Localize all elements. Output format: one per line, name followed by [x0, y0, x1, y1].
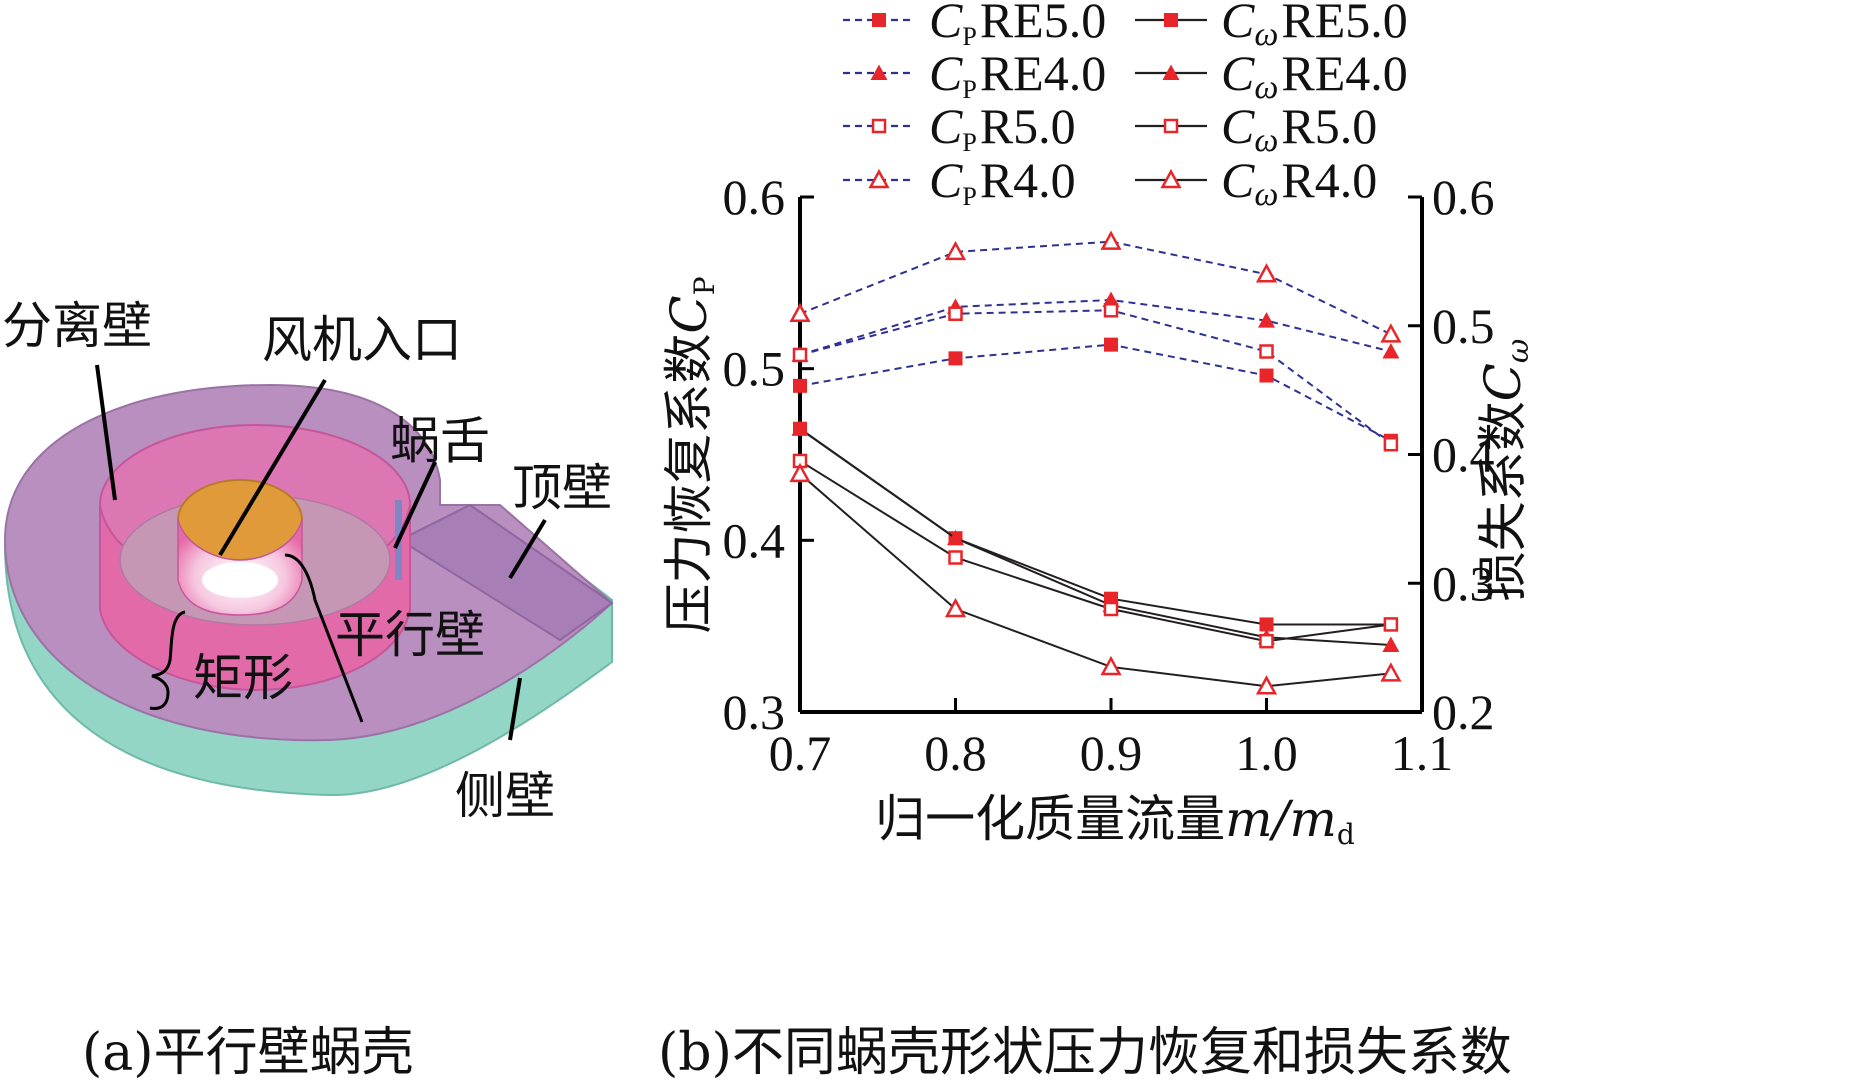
legend-entry: CPR4.0	[929, 152, 1076, 211]
pressure-loss-chart: 0.7 0.8 0.9 1.0 1.1 0.3 0.4 0.5 0.6 0.2 0.3 0.4 0.5 0…	[660, 0, 1536, 851]
data-point-triangle	[1382, 343, 1400, 359]
data-point-square	[872, 13, 886, 27]
legend-entry: CPR5.0	[929, 98, 1076, 157]
series-line	[799, 343, 1392, 442]
data-point-square-open	[948, 550, 963, 565]
data-point-square	[1104, 337, 1118, 352]
data-point-triangle-open	[789, 302, 811, 322]
y2-axis-label: 损失系数Cω	[1474, 339, 1536, 602]
data-point-triangle-open	[1160, 168, 1182, 189]
data-point-square	[1164, 13, 1178, 27]
label-parallel-wall: 平行壁	[335, 606, 485, 664]
series-line	[799, 240, 1392, 336]
data-point-square	[948, 351, 963, 366]
outlet-duct-shape	[397, 503, 614, 642]
y2-tick-label: 0.6	[1432, 169, 1495, 225]
y-tick-label: 0.6	[723, 169, 786, 225]
data-point-triangle-open	[1100, 230, 1122, 250]
legend-entry: CωR5.0	[1221, 98, 1377, 159]
data-point-square-open	[948, 306, 963, 321]
data-point-triangle	[1382, 636, 1400, 653]
data-point-triangle-open	[944, 597, 967, 618]
y2-tick-label: 0.4	[1432, 427, 1495, 483]
legend-entry: CωRE5.0	[1221, 0, 1408, 53]
legend-entry: CωR4.0	[1221, 152, 1377, 213]
series-line	[799, 309, 1392, 446]
series-line	[799, 427, 1391, 647]
label-separation-wall: 分离壁	[2, 297, 152, 355]
y2-tick-label: 0.2	[1432, 684, 1495, 740]
label-top-wall: 顶壁	[512, 459, 612, 517]
label-side-wall: 侧壁	[455, 767, 555, 825]
fan-inlet-hole	[202, 562, 278, 598]
data-point-square	[793, 378, 807, 393]
y2-tick-label: 0.5	[1432, 298, 1495, 354]
data-point-triangle-open	[1255, 263, 1278, 283]
data-point-triangle	[870, 64, 888, 80]
y-tick-label: 0.5	[723, 341, 786, 397]
x-tick-label: 0.9	[1080, 725, 1143, 781]
label-rectangle: 矩形	[193, 649, 293, 707]
y-tick-label: 0.4	[723, 512, 786, 568]
data-point-square-open	[1259, 344, 1274, 359]
data-point-square-open	[1103, 601, 1119, 617]
x-tick-label: 1.1	[1391, 725, 1454, 781]
series-line	[799, 473, 1392, 688]
series-line	[799, 298, 1392, 356]
data-point-square-open	[1383, 617, 1399, 632]
data-point-triangle	[947, 529, 964, 546]
data-point-triangle-open	[1380, 323, 1402, 343]
data-point-square	[1259, 617, 1274, 632]
x-tick-label: 0.8	[924, 725, 987, 781]
y-tick-label: 0.3	[723, 684, 786, 740]
label-volute-tongue: 蜗舌	[390, 412, 490, 470]
y-axis-label: 压力恢复系数CP	[660, 276, 721, 633]
data-point-triangle-open	[944, 240, 967, 261]
data-point-triangle-open	[1255, 675, 1278, 695]
data-point-triangle	[1162, 64, 1180, 80]
chart-ticks: 0.7 0.8 0.9 1.0 1.1 0.3 0.4 0.5 0.6 0.2 0.3 0.4 0.5 0…	[723, 169, 1495, 781]
data-point-triangle	[1258, 312, 1275, 328]
data-point-triangle-open	[789, 462, 811, 483]
caption-b: (b)不同蜗壳形状压力恢复和损失系数	[658, 1023, 1512, 1083]
data-point-square-open	[792, 347, 808, 363]
legend-entry: CPRE4.0	[929, 45, 1106, 104]
legend-entry: CPRE5.0	[929, 0, 1106, 51]
chart-axes	[798, 197, 1424, 714]
series-line	[799, 427, 1391, 626]
data-point-square-open	[1163, 118, 1179, 134]
x-tick-label: 1.0	[1235, 725, 1298, 781]
x-axis-label: 归一化质量流量m/md	[875, 790, 1355, 851]
chart-series	[789, 230, 1402, 695]
data-point-square-open	[1103, 303, 1119, 318]
data-point-triangle-open	[1100, 655, 1122, 676]
y2-tick-label: 0.3	[1432, 555, 1495, 611]
data-point-triangle	[791, 420, 809, 436]
label-fan-inlet: 风机入口	[262, 311, 462, 369]
data-point-triangle-open	[1380, 662, 1402, 682]
data-point-square-open	[1259, 633, 1274, 649]
volute-illustration: 分离壁 风机入口 蜗舌 顶壁 平行壁 矩形 侧壁	[2, 297, 614, 825]
data-point-square	[1259, 368, 1274, 383]
data-point-square-open	[1383, 436, 1399, 452]
data-point-triangle-open	[868, 168, 890, 189]
caption-a: (a)平行壁蜗壳	[82, 1023, 414, 1083]
legend-entry: CωRE4.0	[1221, 45, 1408, 106]
x-tick-label: 0.7	[769, 725, 832, 781]
data-point-square-open	[871, 118, 887, 134]
